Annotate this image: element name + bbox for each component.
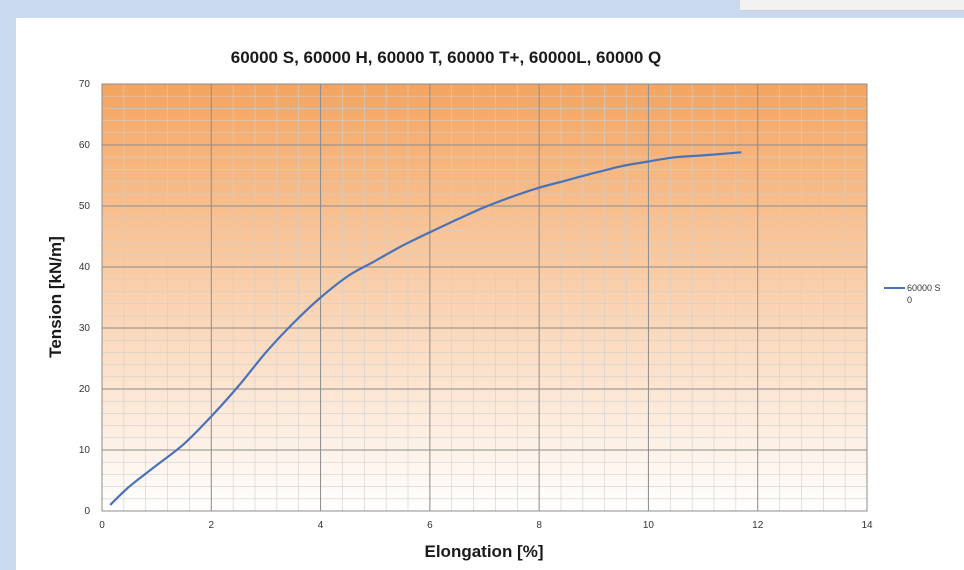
x-tick-label: 8 (536, 520, 542, 531)
x-tick-label: 12 (752, 520, 764, 531)
chart-title: 60000 S, 60000 H, 60000 T, 60000 T+, 600… (231, 48, 662, 67)
series-line (109, 151, 742, 506)
y-tick-label: 10 (79, 445, 91, 456)
legend: 60000 S 0 (884, 283, 941, 305)
series-layer (109, 151, 742, 506)
y-axis-label: Tension [kN/m] (46, 236, 65, 358)
x-tick-label: 4 (318, 520, 324, 531)
plot-area (101, 83, 868, 512)
y-tick-label: 50 (79, 201, 91, 212)
y-tick-label: 0 (84, 506, 90, 517)
y-tick-label: 70 (79, 79, 91, 90)
x-tick-label: 0 (99, 520, 105, 531)
x-tick-label: 10 (643, 520, 655, 531)
x-axis-label: Elongation [%] (425, 542, 544, 561)
legend-label: 60000 S (907, 283, 941, 293)
y-tick-label: 20 (79, 384, 91, 395)
window-frame-edge (740, 0, 964, 11)
x-axis-ticks: 0 2 4 6 8 10 12 14 (99, 520, 873, 531)
x-tick-label: 2 (209, 520, 215, 531)
x-tick-label: 14 (861, 520, 873, 531)
y-tick-label: 30 (79, 323, 91, 334)
x-tick-label: 6 (427, 520, 433, 531)
chart-card: 60000 S, 60000 H, 60000 T, 60000 T+, 600… (16, 18, 964, 570)
y-tick-label: 60 (79, 140, 91, 151)
chart-svg: 60000 S, 60000 H, 60000 T, 60000 T+, 600… (46, 48, 941, 561)
y-axis-ticks: 0 10 20 30 40 50 60 70 (79, 79, 91, 517)
y-tick-label: 40 (79, 262, 91, 273)
legend-sublabel: 0 (907, 295, 912, 305)
